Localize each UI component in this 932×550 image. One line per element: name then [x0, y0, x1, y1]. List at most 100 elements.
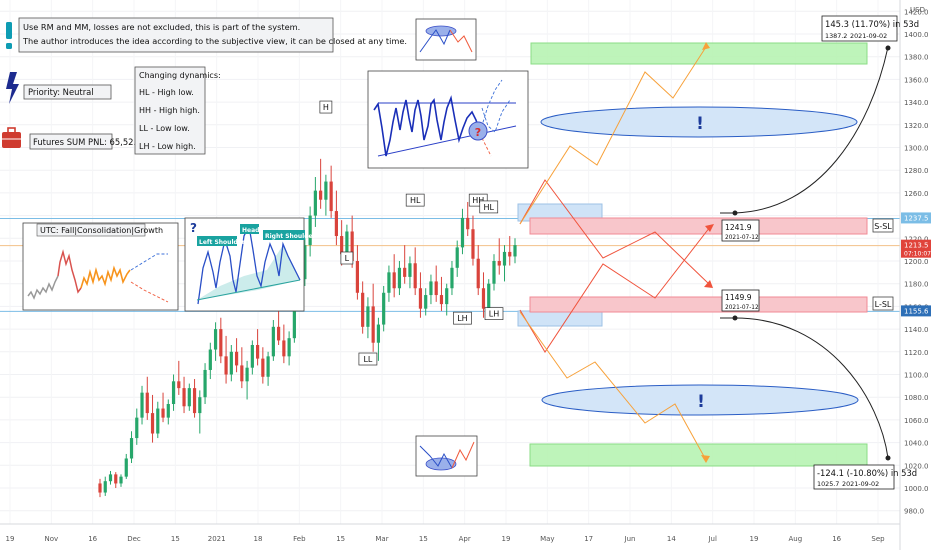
candle-body	[466, 217, 470, 230]
candle-body	[324, 181, 328, 200]
price-tag-subtext: 07:10:07	[904, 251, 931, 258]
candle-body	[471, 229, 475, 259]
swing-label-box	[358, 352, 378, 366]
lower-entry-box: 1149.9 2021-07-12	[721, 289, 760, 312]
candle-body	[445, 288, 449, 305]
candle-body	[129, 438, 134, 459]
scenario-question: ?	[475, 126, 481, 139]
arrow-orange-down	[701, 455, 710, 463]
upper-target-price: 1387.2	[825, 32, 847, 40]
y-tick-label: 1400.0	[904, 31, 929, 39]
upper-exclaim: !	[696, 114, 704, 134]
notes-line-1: Use RM and MM, losses are not excluded, …	[23, 22, 300, 32]
candle-body	[424, 295, 428, 309]
y-tick-label: 1220.0	[904, 235, 929, 243]
candle-body	[192, 388, 197, 414]
futures-text: Futures SUM PNL: 65,52.	[33, 137, 136, 147]
hs-question: ?	[190, 221, 197, 235]
y-axis-ticks: 980.0 1000.0 1020.0 1040.0 1060.0 1080.0 1100.…	[904, 8, 929, 515]
candle-body	[140, 392, 144, 418]
candle-body	[124, 458, 128, 477]
projection-red-upper	[519, 179, 711, 286]
x-tick-label: 2021	[208, 535, 226, 543]
candle-body	[114, 474, 118, 484]
upper-ellipse	[540, 106, 858, 138]
upper-target-date: 2021-09-02	[850, 32, 887, 40]
dynamics-item-lh: LH - Low high.	[139, 142, 196, 151]
candle-body	[119, 476, 123, 484]
candle-body	[219, 329, 223, 357]
price-tag-box	[901, 239, 931, 258]
x-tick-label: Mar	[375, 535, 388, 543]
upper-target-box: 145.3 (11.70%) in 53d 1387.2 2021-09-02	[821, 15, 919, 42]
x-tick-label: 14	[667, 535, 676, 543]
candle-body	[460, 217, 465, 248]
y-tick-label: 1100.0	[904, 372, 929, 380]
candle-body	[513, 245, 517, 257]
upper-entry-box: 1241.9 2021-07-12	[721, 219, 760, 242]
y-tick-label: 1280.0	[904, 167, 929, 175]
y-tick-label: 1180.0	[904, 281, 929, 289]
candle-body	[392, 272, 396, 289]
x-tick-label: May	[540, 535, 554, 543]
long-stoploss-zone	[529, 296, 868, 313]
candle-body	[135, 417, 139, 439]
candle-body	[182, 388, 186, 407]
candle-body	[161, 408, 165, 418]
head-shoulders-diagram: ? Left Shoulder Head Right Shoulder	[184, 217, 316, 312]
utc-title: UTC: Fall|Consolidation|Growth	[40, 226, 163, 235]
notes-box	[18, 17, 334, 53]
y-tick-label: 1360.0	[904, 76, 929, 84]
swing-label-box	[319, 100, 333, 114]
x-tick-label: 15	[336, 535, 345, 543]
x-tick-label: Aug	[788, 535, 802, 543]
short-sl-text: S-SL	[874, 222, 892, 231]
price-tag-text: 1213.5	[904, 242, 929, 250]
y-tick-label: 1120.0	[904, 349, 929, 357]
wedge-scenario-diagram: ?	[367, 70, 529, 169]
currency-label: USD	[910, 6, 925, 14]
candle-body	[198, 397, 202, 414]
x-tick-label: 16	[88, 535, 97, 543]
dynamics-item-hl: HL - High low.	[139, 88, 194, 97]
y-tick-label: 1040.0	[904, 440, 929, 448]
x-tick-label: Dec	[127, 535, 141, 543]
swing-label-text: HH	[472, 196, 484, 205]
candle-body	[292, 301, 296, 339]
priority-box	[23, 84, 112, 100]
x-axis-ticks: 19 Nov 16 Dec 15 2021 18 Feb 15 Mar 15 Apr 19 May 17 Ju…	[6, 535, 886, 543]
price-tag-box	[901, 212, 931, 224]
candle-body	[313, 190, 317, 216]
dynamics-title: Changing dynamics:	[139, 71, 221, 80]
y-tick-label: 1420.0	[904, 8, 929, 16]
notes-line-2: The author introduces the idea according…	[22, 36, 407, 46]
candle-body	[355, 261, 360, 293]
candle-body	[481, 288, 486, 309]
x-tick-label: 19	[750, 535, 759, 543]
candle-body	[340, 236, 344, 255]
candle-body	[145, 392, 149, 414]
candle-body	[361, 292, 365, 327]
candle-body	[224, 356, 228, 375]
candle-body	[287, 338, 291, 357]
candle-body	[98, 483, 102, 493]
x-tick-label: 17	[584, 535, 593, 543]
dynamics-item-ll: LL - Low low.	[139, 124, 190, 133]
price-tag-text: 1155.6	[904, 307, 929, 315]
x-tick-label: 15	[419, 535, 428, 543]
swing-label-text: LH	[457, 314, 467, 323]
candle-body	[277, 326, 281, 341]
price-tag-box	[901, 305, 931, 317]
candle-body	[429, 281, 433, 296]
candle-body	[108, 474, 113, 482]
hs-head: Head	[242, 227, 259, 234]
swing-label-box	[340, 251, 354, 265]
y-tick-label: 1200.0	[904, 258, 929, 266]
candle-body	[255, 344, 260, 359]
candle-body	[476, 258, 480, 289]
candle-body	[266, 356, 270, 377]
candle-body	[366, 306, 370, 327]
candle-body	[418, 288, 423, 309]
candle-body	[308, 215, 312, 246]
